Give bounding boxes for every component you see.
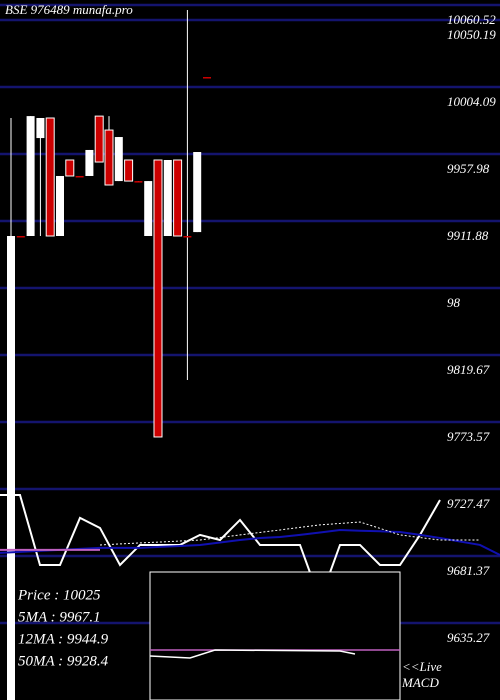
y-tick-label: 9819.67	[447, 362, 490, 377]
candle-body	[36, 117, 45, 139]
candle-body	[114, 137, 123, 182]
y-tick-label: 9635.27	[447, 630, 490, 645]
y-tick-label: 9957.98	[447, 161, 490, 176]
info-price: Price : 10025	[17, 587, 101, 603]
y-tick-label: 98	[447, 295, 461, 310]
candle-body	[7, 235, 15, 700]
y-tick-label: 9681.37	[447, 563, 490, 578]
grid	[0, 3, 500, 625]
macd-panel	[149, 571, 401, 700]
indicator-line	[0, 493, 441, 603]
y-tick-label: 9773.57	[447, 429, 490, 444]
candle-body	[94, 115, 104, 163]
candle-body	[183, 235, 192, 238]
candle-body	[65, 159, 75, 177]
candle-body	[163, 159, 172, 236]
candle-body	[173, 159, 183, 237]
candle-body	[153, 159, 163, 438]
y-tick-label: 9727.47	[447, 496, 490, 511]
y-tick-label: 10050.19	[447, 27, 496, 42]
y-tick-label: 9911.88	[447, 228, 489, 243]
info-ma12: 12MA : 9944.9	[18, 631, 109, 647]
candle-body	[75, 175, 84, 178]
y-tick-label: 10004.09	[447, 94, 496, 109]
info-ma50: 50MA : 9928.4	[18, 653, 109, 669]
info-ma5: 5MA : 9967.1	[18, 609, 101, 625]
candle-body	[56, 175, 64, 236]
macd-line	[149, 649, 356, 659]
indicator-line	[0, 528, 500, 556]
candle-body	[26, 116, 35, 236]
candle-body	[134, 181, 143, 183]
candle-body	[193, 152, 202, 233]
plot	[0, 10, 500, 700]
indicator-line	[99, 521, 480, 546]
candle-body	[85, 149, 94, 176]
candle-body	[16, 235, 25, 238]
y-tick-label: 10060.52	[447, 12, 496, 27]
candle-body	[124, 159, 134, 182]
title: BSE 976489 munafa.pro	[5, 2, 133, 17]
macd-live: <<Live	[402, 659, 442, 674]
macd-label: MACD	[401, 675, 439, 690]
candle-body	[45, 117, 55, 237]
candle-body	[144, 181, 153, 236]
candle-body	[104, 129, 114, 186]
candle-body	[203, 77, 211, 79]
